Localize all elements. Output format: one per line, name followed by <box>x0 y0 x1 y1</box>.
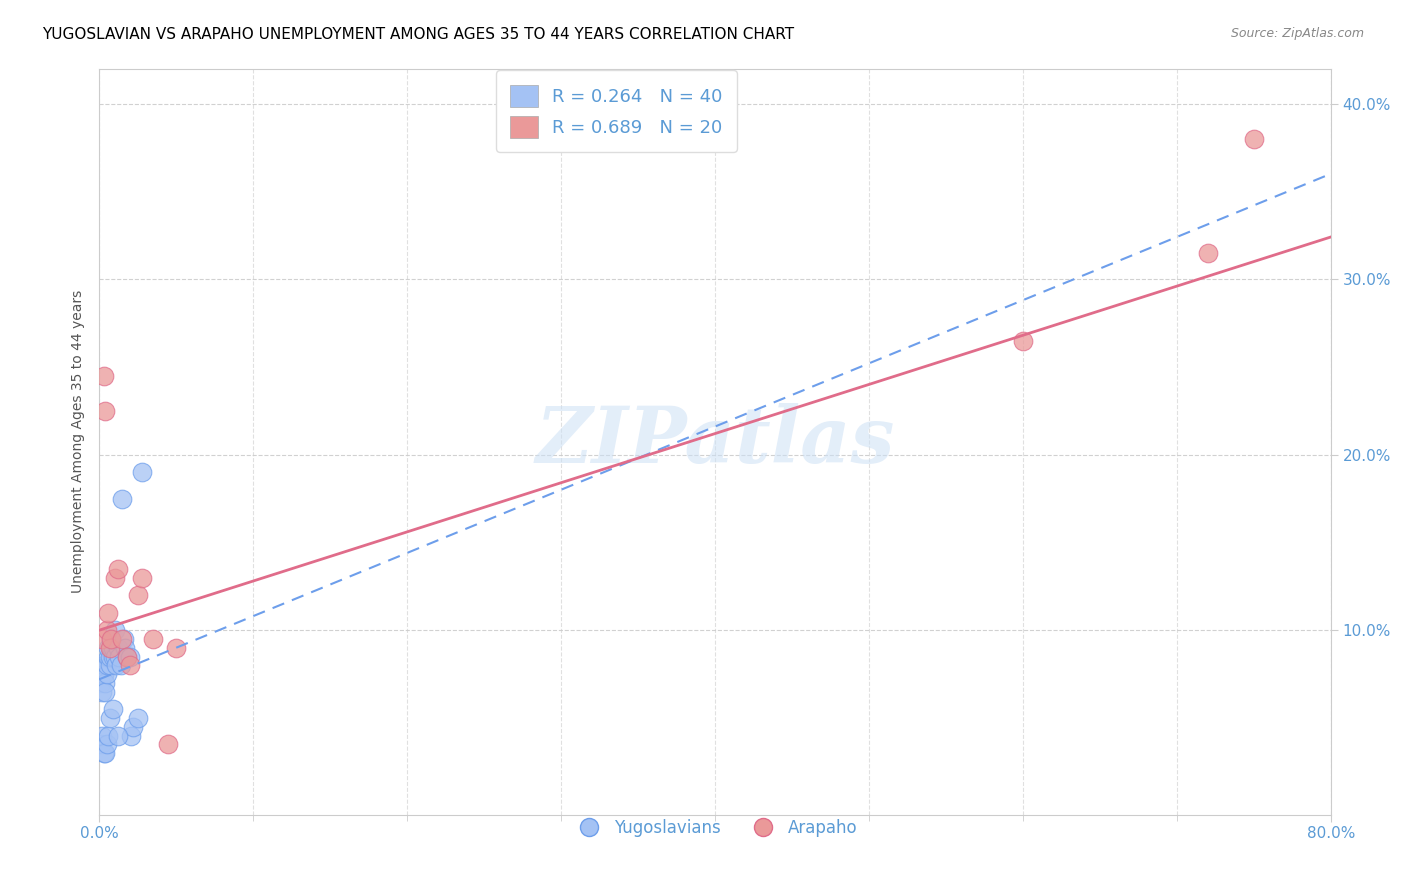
Point <box>112 632 135 646</box>
Point <box>1243 132 1265 146</box>
Point <box>94 746 117 760</box>
Point <box>94 404 117 418</box>
Point <box>131 570 153 584</box>
Point <box>93 667 115 681</box>
Point <box>97 729 120 743</box>
Text: ZIPatlas: ZIPatlas <box>536 403 894 480</box>
Text: Source: ZipAtlas.com: Source: ZipAtlas.com <box>1230 27 1364 40</box>
Point <box>101 702 124 716</box>
Point <box>100 632 122 646</box>
Point <box>91 632 114 646</box>
Point <box>127 588 149 602</box>
Point <box>103 649 125 664</box>
Y-axis label: Unemployment Among Ages 35 to 44 years: Unemployment Among Ages 35 to 44 years <box>72 290 86 593</box>
Point <box>93 746 115 760</box>
Legend: Yugoslavians, Arapaho: Yugoslavians, Arapaho <box>565 812 863 844</box>
Point <box>90 737 112 751</box>
Point <box>98 711 121 725</box>
Point <box>98 658 121 673</box>
Point <box>108 649 131 664</box>
Point <box>122 720 145 734</box>
Point <box>157 737 180 751</box>
Point <box>96 737 118 751</box>
Point <box>100 632 122 646</box>
Point <box>115 649 138 664</box>
Point <box>100 640 122 655</box>
Text: YUGOSLAVIAN VS ARAPAHO UNEMPLOYMENT AMONG AGES 35 TO 44 YEARS CORRELATION CHART: YUGOSLAVIAN VS ARAPAHO UNEMPLOYMENT AMON… <box>42 27 794 42</box>
Point <box>120 729 142 743</box>
Point <box>118 649 141 664</box>
Point <box>101 649 124 664</box>
Point <box>115 649 138 664</box>
Point <box>118 658 141 673</box>
Point <box>131 465 153 479</box>
Point <box>98 649 121 664</box>
Point <box>107 562 129 576</box>
Point <box>165 640 187 655</box>
Point <box>114 640 136 655</box>
Point <box>103 624 125 638</box>
Point <box>96 667 118 681</box>
Point <box>111 491 134 506</box>
Point <box>93 658 115 673</box>
Point <box>105 658 128 673</box>
Point <box>96 624 118 638</box>
Point <box>107 640 129 655</box>
Point <box>91 684 114 698</box>
Point <box>107 729 129 743</box>
Point <box>90 676 112 690</box>
Point <box>97 606 120 620</box>
Point <box>98 640 121 655</box>
Point <box>96 658 118 673</box>
Point <box>103 570 125 584</box>
Point <box>94 684 117 698</box>
Point <box>94 676 117 690</box>
Point <box>101 640 124 655</box>
Point <box>1011 334 1033 348</box>
Point <box>1197 245 1219 260</box>
Point <box>97 649 120 664</box>
Point <box>110 658 132 673</box>
Point <box>142 632 165 646</box>
Point <box>111 632 134 646</box>
Point <box>91 729 114 743</box>
Point <box>127 711 149 725</box>
Point <box>93 368 115 383</box>
Point <box>97 640 120 655</box>
